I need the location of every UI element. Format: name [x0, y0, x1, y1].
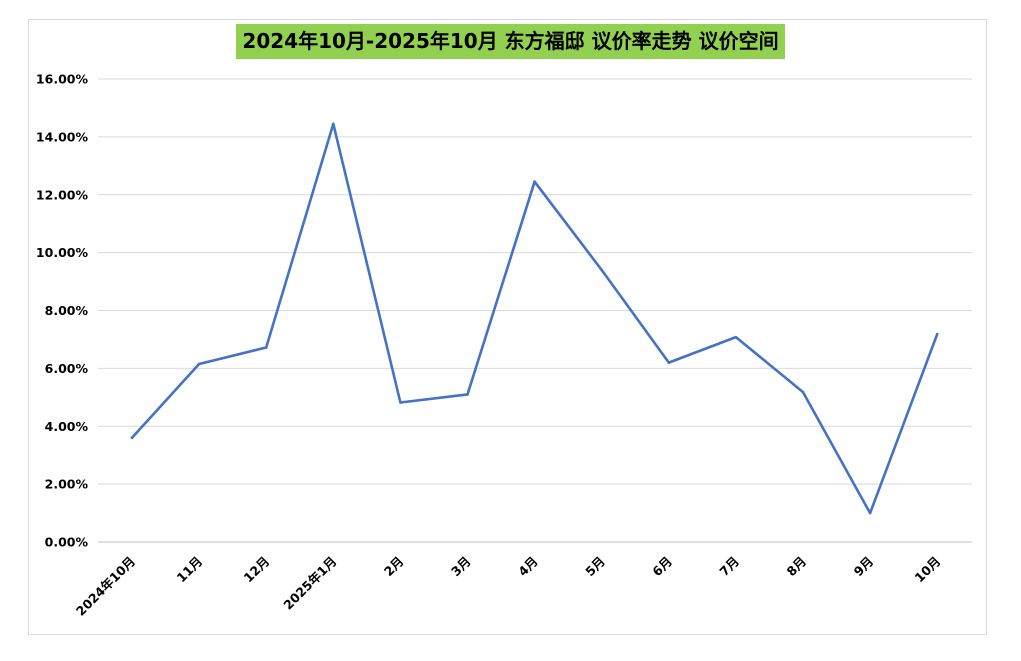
- y-tick-label: 8.00%: [45, 303, 89, 318]
- y-tick-label: 10.00%: [36, 245, 89, 260]
- x-tick-label: 2月: [381, 554, 407, 580]
- x-tick-label: 10月: [912, 554, 944, 586]
- gridlines: [98, 78, 972, 543]
- x-tick-label: 8月: [784, 554, 810, 580]
- data-point: [935, 332, 939, 336]
- x-tick-label: 6月: [649, 554, 675, 580]
- chart-title: 2024年10月-2025年10月 东方福邸 议价率走势 议价空间: [236, 24, 785, 59]
- x-tick-label: 3月: [448, 554, 474, 580]
- data-point: [734, 335, 738, 339]
- y-axis-ticks: 0.00% 2.00% 4.00% 6.00% 8.00% 10.00% 12.00% 14.…: [36, 72, 89, 550]
- x-tick-label: 12月: [241, 554, 273, 586]
- x-tick-label: 2024年10月: [73, 554, 138, 619]
- data-point: [197, 362, 201, 366]
- data-point: [466, 393, 469, 396]
- y-tick-label: 6.00%: [45, 361, 89, 376]
- data-point: [667, 361, 671, 364]
- y-tick-label: 14.00%: [36, 129, 89, 144]
- data-point: [533, 180, 536, 184]
- data-point: [332, 122, 335, 126]
- x-tick-label: 11月: [173, 554, 205, 586]
- data-point: [801, 390, 805, 394]
- x-tick-label: 9月: [851, 554, 877, 580]
- x-axis-ticks: 2024年10月 11月 12月 2025年1月 2月 3月 4月 5月 6月 7月 8月 9月 10月: [73, 554, 943, 619]
- chart-frame: [28, 19, 987, 635]
- data-point: [130, 436, 134, 440]
- chart-title-wrap: 2024年10月-2025年10月 东方福邸 议价率走势 议价空间: [0, 24, 1021, 59]
- x-tick-label: 7月: [716, 554, 742, 580]
- x-tick-label: 5月: [582, 554, 608, 580]
- x-tick-label: 4月: [515, 554, 541, 580]
- y-tick-label: 0.00%: [45, 535, 89, 550]
- x-tick-label: 2025年1月: [280, 554, 339, 613]
- y-tick-label: 16.00%: [36, 72, 89, 87]
- y-tick-label: 2.00%: [45, 477, 89, 492]
- data-point: [600, 268, 603, 272]
- y-tick-label: 12.00%: [36, 187, 89, 202]
- series-layer: [130, 122, 939, 515]
- data-point: [264, 346, 268, 349]
- y-tick-label: 4.00%: [45, 419, 89, 434]
- data-point: [399, 401, 402, 404]
- data-point: [868, 511, 872, 515]
